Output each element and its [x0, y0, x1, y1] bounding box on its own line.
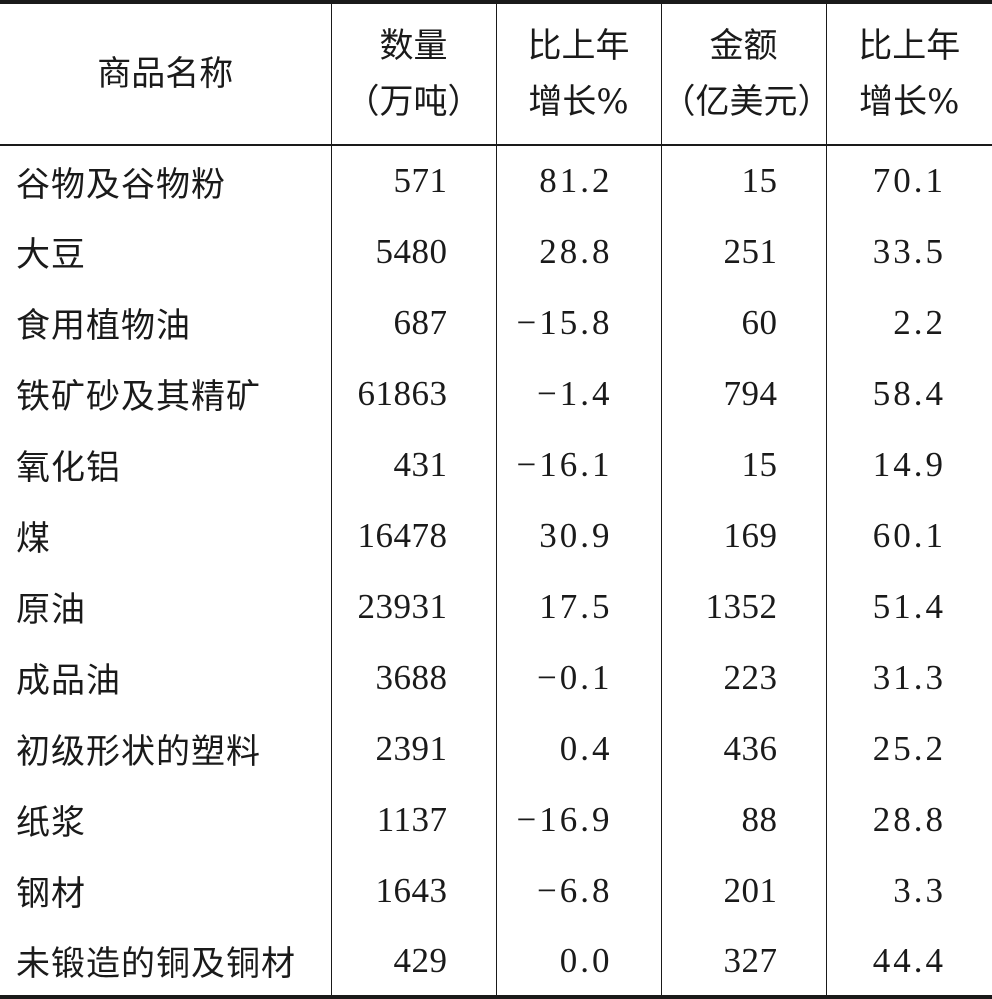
quantity-cell: 16478	[331, 500, 496, 571]
amount-growth-cell: 3.3	[826, 855, 992, 926]
amount-growth-cell: 14.9	[826, 429, 992, 500]
amount-growth-cell: 44.4	[826, 926, 992, 997]
quantity-growth-cell: 81.2	[496, 145, 661, 216]
quantity-growth-cell: 0.0	[496, 926, 661, 997]
header-quantity-growth: 比上年 增长%	[496, 2, 661, 145]
amount-cell: 327	[661, 926, 826, 997]
commodity-name-cell: 钢材	[0, 855, 331, 926]
table-row: 未锻造的铜及铜材 429 0.0 327 44.4	[0, 926, 992, 997]
commodity-name-cell: 成品油	[0, 642, 331, 713]
header-amount-line1: 金额	[662, 18, 826, 74]
quantity-cell: 1643	[331, 855, 496, 926]
amount-cell: 201	[661, 855, 826, 926]
commodity-name-cell: 煤	[0, 500, 331, 571]
amount-growth-cell: 51.4	[826, 571, 992, 642]
amount-cell: 169	[661, 500, 826, 571]
quantity-growth-cell: 0.4	[496, 713, 661, 784]
header-quantity-growth-line1: 比上年	[497, 18, 661, 74]
commodity-name-cell: 纸浆	[0, 784, 331, 855]
table-header: 商品名称 数量 （万吨） 比上年 增长% 金额 （亿美元） 比上年 增长%	[0, 2, 992, 145]
commodity-name-cell: 食用植物油	[0, 287, 331, 358]
header-amount-growth-line1: 比上年	[827, 18, 992, 74]
amount-cell: 1352	[661, 571, 826, 642]
quantity-growth-cell: 17.5	[496, 571, 661, 642]
amount-cell: 15	[661, 145, 826, 216]
amount-cell: 251	[661, 216, 826, 287]
amount-cell: 60	[661, 287, 826, 358]
quantity-cell: 3688	[331, 642, 496, 713]
quantity-growth-cell: −1.4	[496, 358, 661, 429]
header-amount-growth: 比上年 增长%	[826, 2, 992, 145]
quantity-growth-cell: 30.9	[496, 500, 661, 571]
table-row: 煤 16478 30.9 169 60.1	[0, 500, 992, 571]
amount-growth-cell: 31.3	[826, 642, 992, 713]
header-quantity: 数量 （万吨）	[331, 2, 496, 145]
quantity-cell: 571	[331, 145, 496, 216]
amount-growth-cell: 58.4	[826, 358, 992, 429]
amount-cell: 794	[661, 358, 826, 429]
quantity-cell: 2391	[331, 713, 496, 784]
header-commodity-name: 商品名称	[0, 2, 331, 145]
table-row: 铁矿砂及其精矿 61863 −1.4 794 58.4	[0, 358, 992, 429]
header-quantity-line2: （万吨）	[332, 74, 496, 130]
table-row: 纸浆 1137 −16.9 88 28.8	[0, 784, 992, 855]
header-amount: 金额 （亿美元）	[661, 2, 826, 145]
quantity-cell: 23931	[331, 571, 496, 642]
commodity-name-cell: 未锻造的铜及铜材	[0, 926, 331, 997]
quantity-cell: 61863	[331, 358, 496, 429]
amount-growth-cell: 60.1	[826, 500, 992, 571]
quantity-growth-cell: −16.1	[496, 429, 661, 500]
quantity-growth-cell: −16.9	[496, 784, 661, 855]
header-quantity-line1: 数量	[332, 18, 496, 74]
header-row: 商品名称 数量 （万吨） 比上年 增长% 金额 （亿美元） 比上年 增长%	[0, 2, 992, 145]
table-row: 钢材 1643 −6.8 201 3.3	[0, 855, 992, 926]
amount-growth-cell: 33.5	[826, 216, 992, 287]
header-amount-growth-line2: 增长%	[827, 74, 992, 130]
commodity-name-cell: 原油	[0, 571, 331, 642]
commodity-name-cell: 大豆	[0, 216, 331, 287]
commodity-name-cell: 初级形状的塑料	[0, 713, 331, 784]
quantity-cell: 687	[331, 287, 496, 358]
table-row: 氧化铝 431 −16.1 15 14.9	[0, 429, 992, 500]
commodity-name-cell: 氧化铝	[0, 429, 331, 500]
amount-growth-cell: 2.2	[826, 287, 992, 358]
table-body: 谷物及谷物粉 571 81.2 15 70.1 大豆 5480 28.8 251…	[0, 145, 992, 997]
quantity-cell: 5480	[331, 216, 496, 287]
quantity-growth-cell: −6.8	[496, 855, 661, 926]
quantity-growth-cell: −15.8	[496, 287, 661, 358]
amount-cell: 223	[661, 642, 826, 713]
amount-growth-cell: 28.8	[826, 784, 992, 855]
quantity-cell: 431	[331, 429, 496, 500]
table-row: 大豆 5480 28.8 251 33.5	[0, 216, 992, 287]
amount-growth-cell: 70.1	[826, 145, 992, 216]
commodity-name-cell: 谷物及谷物粉	[0, 145, 331, 216]
amount-cell: 15	[661, 429, 826, 500]
amount-growth-cell: 25.2	[826, 713, 992, 784]
amount-cell: 436	[661, 713, 826, 784]
amount-cell: 88	[661, 784, 826, 855]
quantity-cell: 429	[331, 926, 496, 997]
quantity-cell: 1137	[331, 784, 496, 855]
table-row: 谷物及谷物粉 571 81.2 15 70.1	[0, 145, 992, 216]
table-row: 初级形状的塑料 2391 0.4 436 25.2	[0, 713, 992, 784]
quantity-growth-cell: 28.8	[496, 216, 661, 287]
header-quantity-growth-line2: 增长%	[497, 74, 661, 130]
table-row: 原油 23931 17.5 1352 51.4	[0, 571, 992, 642]
table-row: 食用植物油 687 −15.8 60 2.2	[0, 287, 992, 358]
table-row: 成品油 3688 −0.1 223 31.3	[0, 642, 992, 713]
commodity-name-cell: 铁矿砂及其精矿	[0, 358, 331, 429]
header-amount-line2: （亿美元）	[662, 74, 826, 130]
quantity-growth-cell: −0.1	[496, 642, 661, 713]
